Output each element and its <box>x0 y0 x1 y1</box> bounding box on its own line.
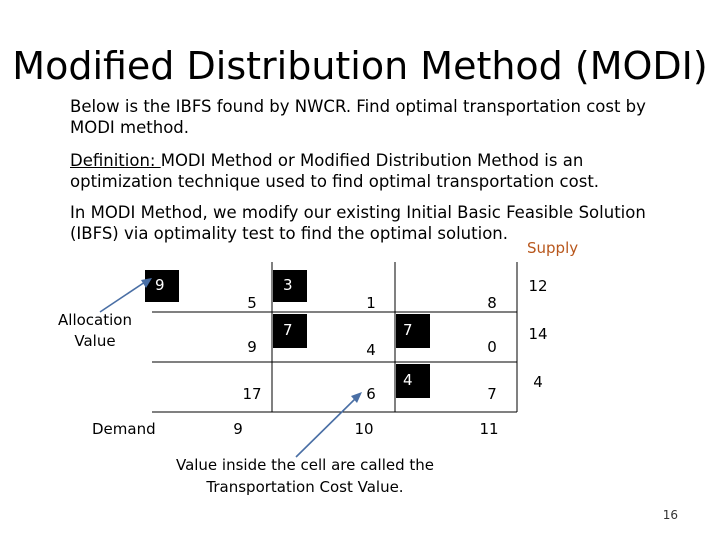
table-grid <box>152 262 518 413</box>
intro-paragraph: Below is the IBFS found by NWCR. Find op… <box>70 97 646 137</box>
definition-term: MODI Method <box>160 151 273 170</box>
allocation-box-r2c2 <box>273 314 307 348</box>
slide-title: Modified Distribution Method (MODI) <box>12 44 708 88</box>
cost-arrow <box>295 397 357 458</box>
demand-label: Demand <box>92 420 156 438</box>
cost-note-line1: Value inside the cell are called the <box>175 456 435 474</box>
allocation-value-r2c2: 7 <box>283 321 293 339</box>
demand-value-2: 10 <box>354 420 374 438</box>
cost-r3c1: 17 <box>242 385 262 403</box>
cost-note-line2: Transportation Cost Value. <box>206 478 404 496</box>
modi-text: , we modify our existing Initial Basic F… <box>70 203 646 243</box>
allocation-label-line2: Value <box>74 332 116 350</box>
cost-r3c2: 6 <box>366 385 376 403</box>
supply-header: Supply <box>527 239 579 257</box>
allocation-arrow <box>99 281 146 313</box>
allocation-arrow-head <box>141 278 152 288</box>
allocation-value-r2c3: 7 <box>403 321 413 339</box>
allocation-value-r1c2: 3 <box>283 276 293 294</box>
allocation-box-r1c1 <box>145 270 179 302</box>
cost-r1c1: 5 <box>247 294 257 312</box>
modi-term: MODI Method <box>90 203 203 222</box>
page-number: 16 <box>662 508 678 522</box>
cost-r3c3: 7 <box>487 385 497 403</box>
definition-label: Definition: <box>70 151 161 170</box>
cost-r2c3: 0 <box>487 338 497 356</box>
allocation-box-r2c3 <box>396 314 430 348</box>
cost-r2c2: 4 <box>366 341 376 359</box>
allocation-value-r1c1: 9 <box>155 276 165 294</box>
demand-value-1: 9 <box>233 420 243 438</box>
cost-r1c2: 1 <box>366 294 376 312</box>
allocation-value-r3c3: 4 <box>403 371 413 389</box>
modi-paragraph: In MODI Method, we modify our existing I… <box>70 202 690 244</box>
supply-value-1: 12 <box>528 277 548 295</box>
allocation-label-line1: Allocation <box>58 311 132 329</box>
modi-prefix: In <box>70 203 91 222</box>
supply-value-2: 14 <box>528 325 548 343</box>
cost-value-note: Value inside the cell are called the Tra… <box>160 456 450 496</box>
allocation-value-label: Allocation Value <box>40 311 150 350</box>
allocation-box-r3c3 <box>396 364 430 398</box>
allocation-box-r1c2 <box>273 270 307 302</box>
cost-r1c3: 8 <box>487 294 497 312</box>
demand-value-3: 11 <box>479 420 499 438</box>
definition-text: or Modified Distribution Method is an op… <box>70 151 600 191</box>
cost-arrow-head <box>351 392 362 403</box>
supply-value-3: 4 <box>533 373 543 391</box>
definition-paragraph: Definition: MODI Method or Modified Dist… <box>70 150 690 192</box>
cost-r2c1: 9 <box>247 338 257 356</box>
